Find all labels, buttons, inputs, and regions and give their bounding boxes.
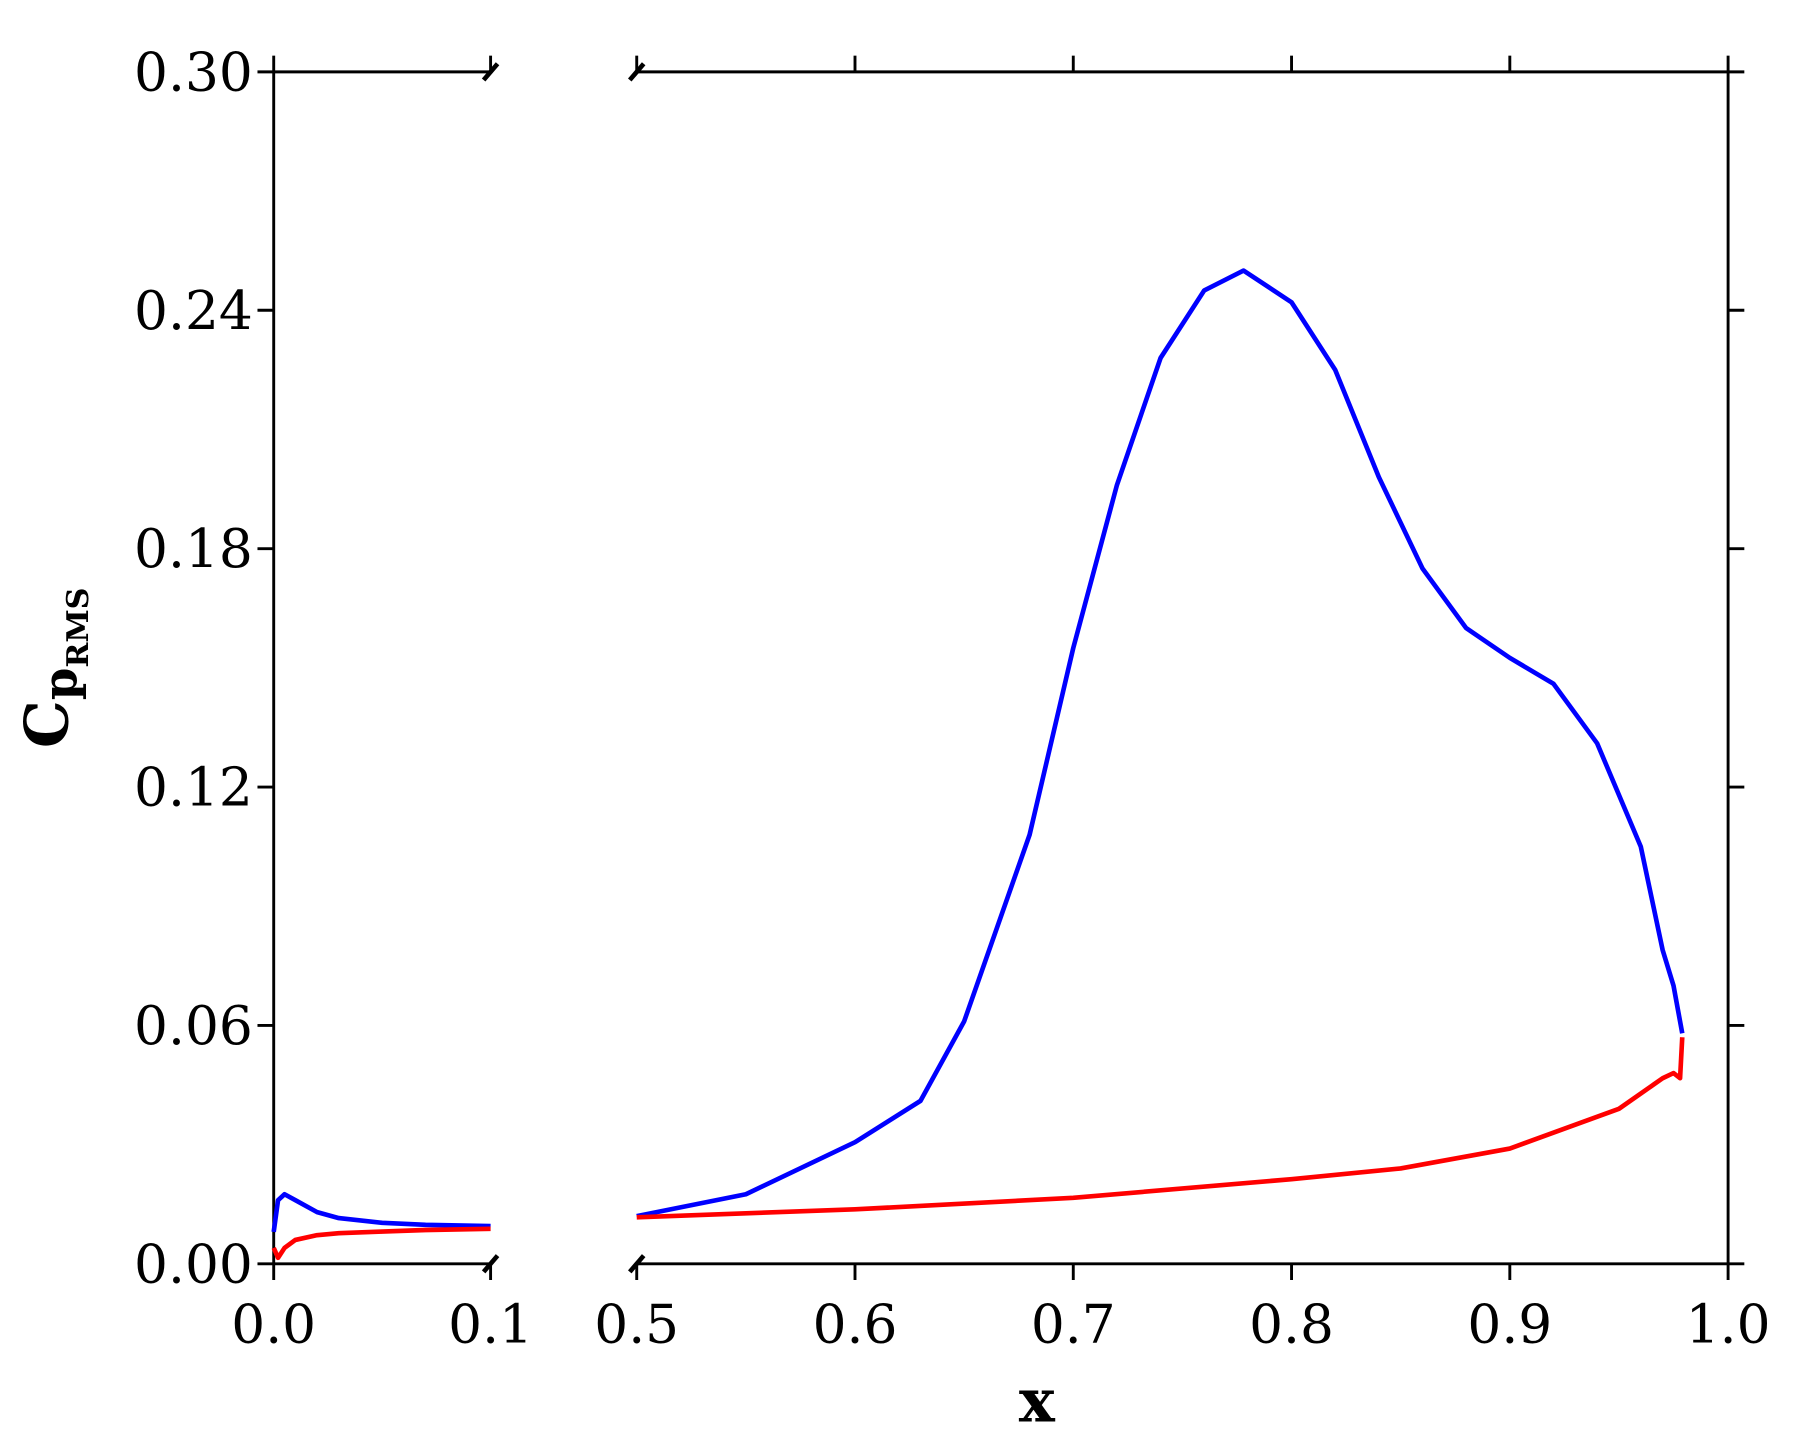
- x-tick-label: 0.1: [448, 1293, 533, 1356]
- y-tick-label: 0.30: [134, 40, 253, 103]
- y-label-text: CpRMS: [11, 588, 96, 749]
- y-tick-label: 0.06: [134, 994, 253, 1057]
- x-tick-label: 0.9: [1467, 1293, 1552, 1356]
- x-tick-label: 0.6: [813, 1293, 898, 1356]
- data-line: [271, 1226, 491, 1261]
- y-label-base: C: [11, 700, 82, 748]
- x-tick-label: 0.0: [231, 1293, 316, 1356]
- y-tick-label: 0.12: [134, 756, 253, 819]
- x-axis-label: x: [1019, 1365, 1056, 1436]
- y-label-subsub: RMS: [61, 588, 96, 668]
- x-tick-label: 0.8: [1249, 1293, 1334, 1356]
- y-axis-label: CpRMS: [11, 588, 96, 749]
- x-tick-label: 1.0: [1686, 1293, 1771, 1356]
- y-tick-label: 0.00: [134, 1232, 253, 1295]
- data-line: [636, 268, 1685, 1219]
- y-tick-label: 0.18: [134, 517, 253, 580]
- data-line: [271, 1191, 491, 1233]
- x-tick-label: 0.7: [1031, 1293, 1116, 1356]
- y-label-sub: p: [33, 668, 88, 700]
- y-tick-label: 0.24: [134, 279, 253, 342]
- x-tick-label: 0.5: [594, 1293, 679, 1356]
- data-line: [636, 1037, 1685, 1220]
